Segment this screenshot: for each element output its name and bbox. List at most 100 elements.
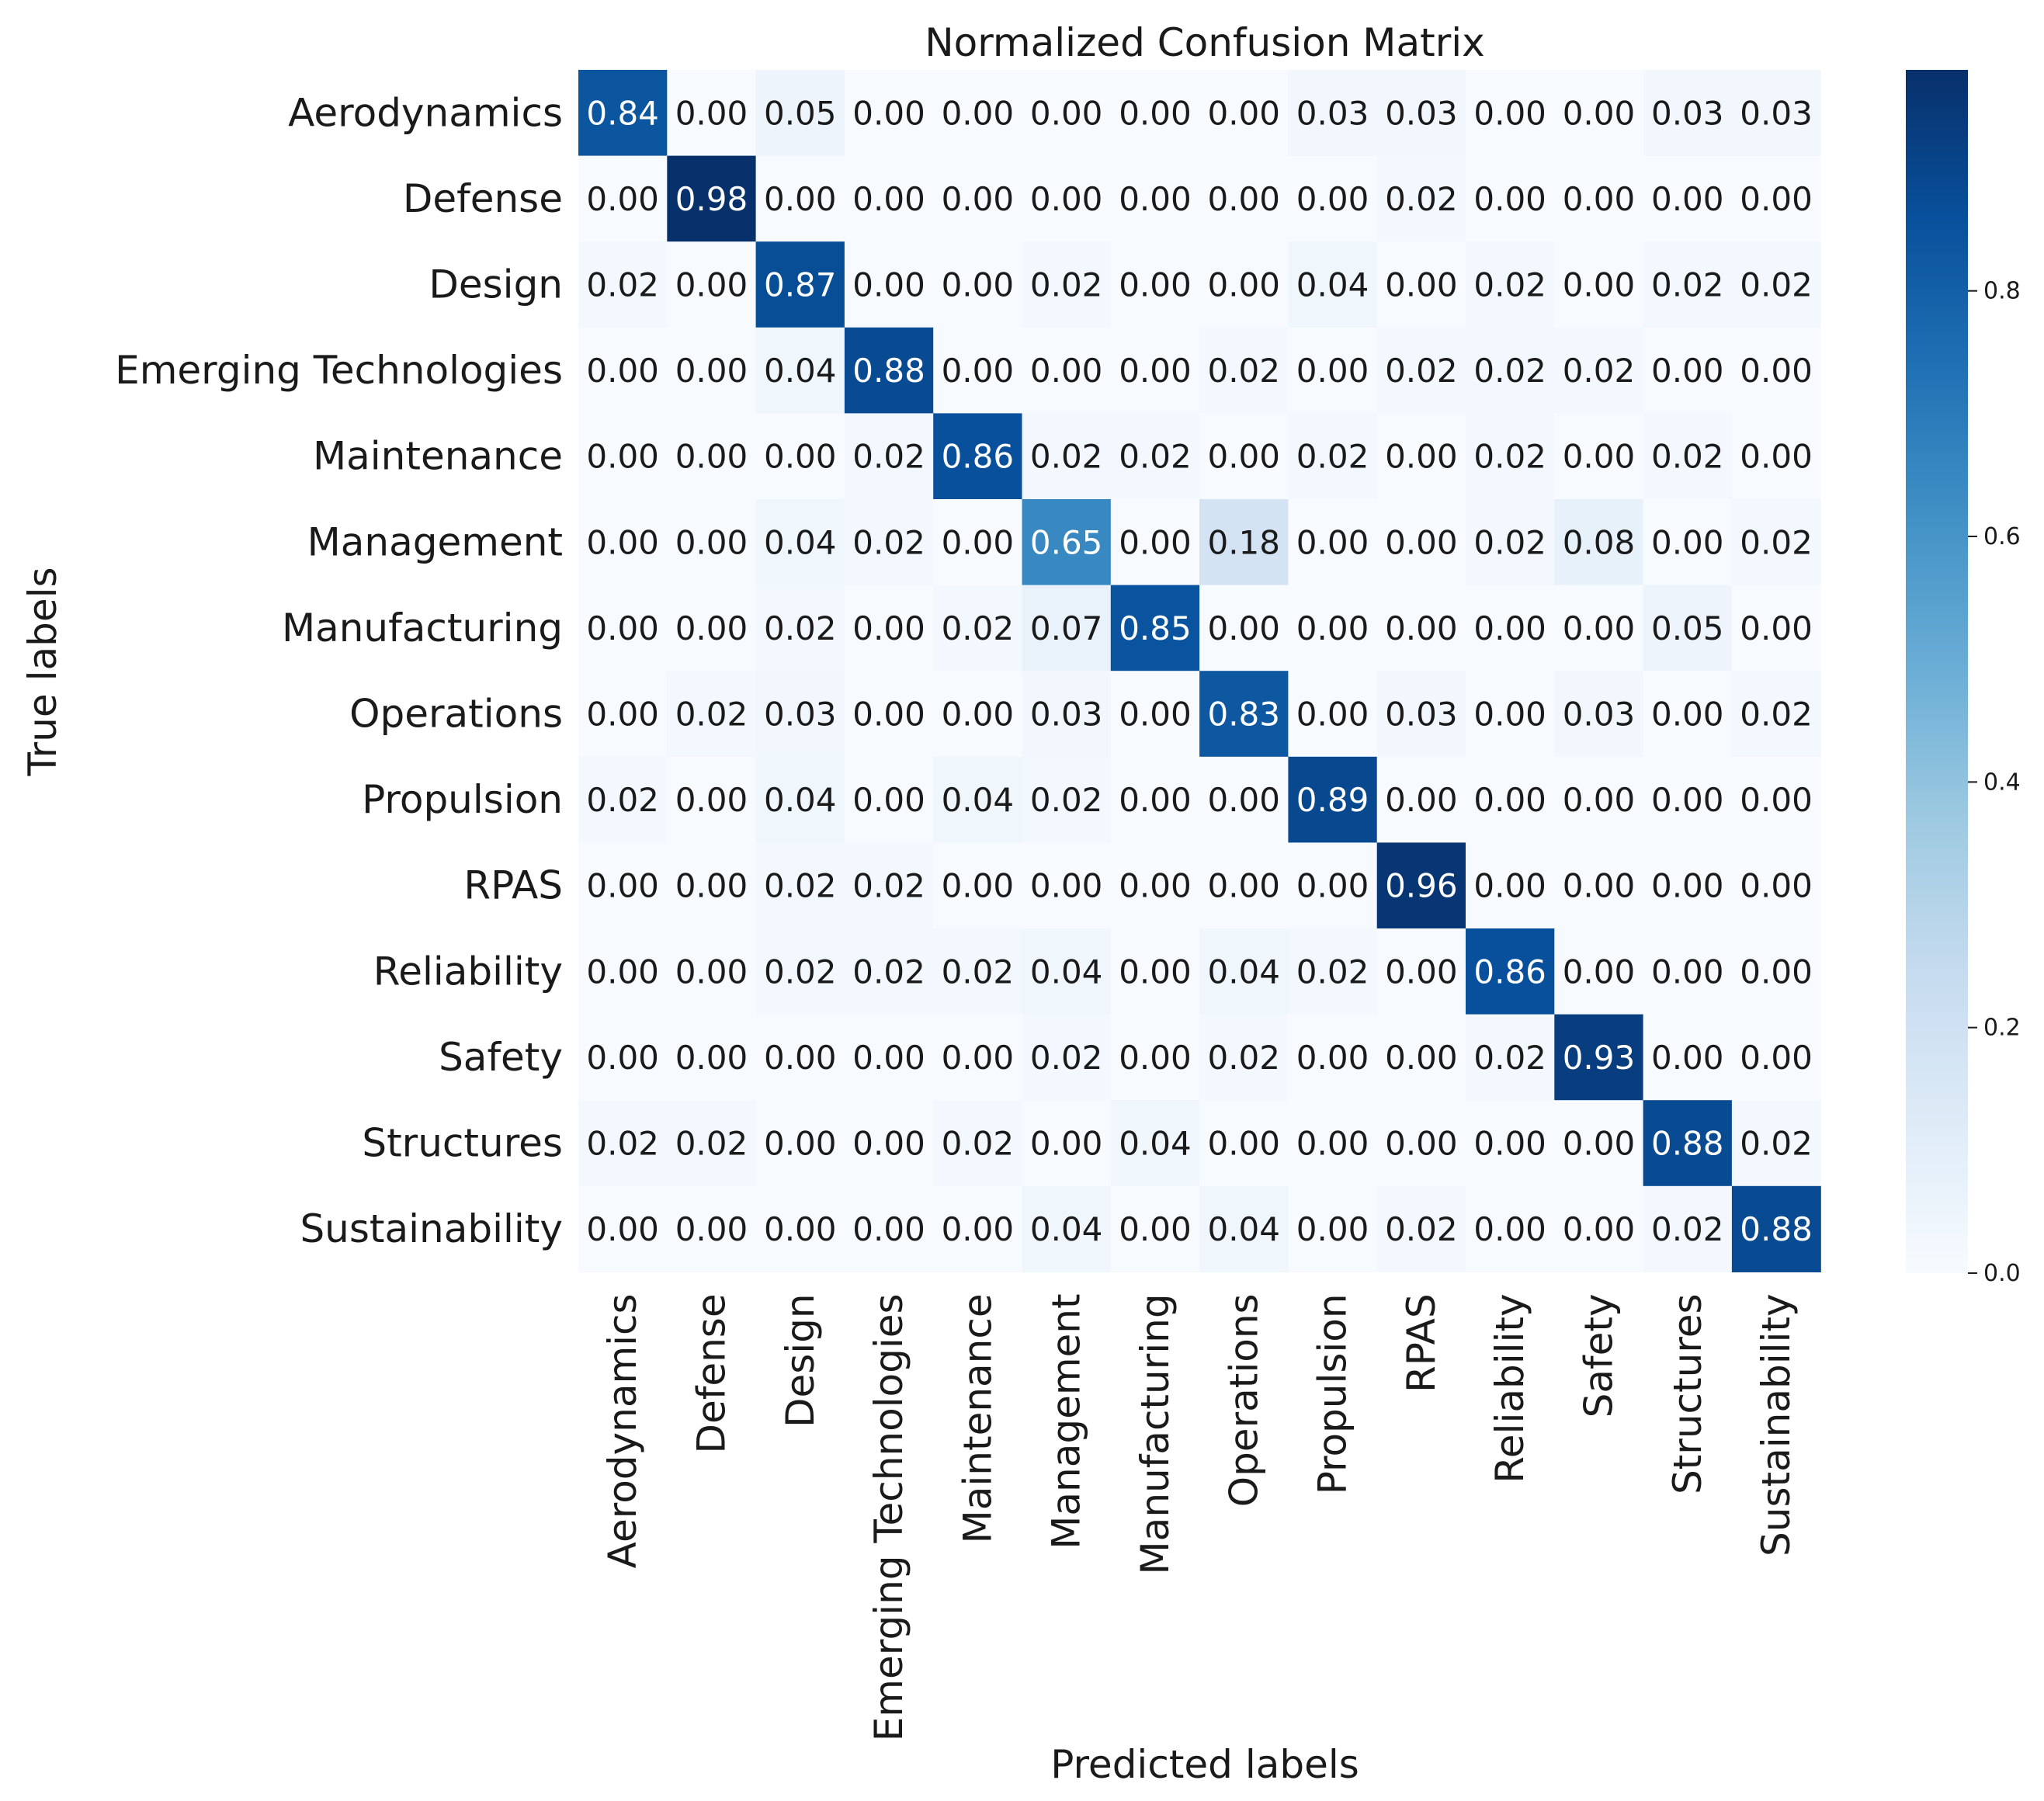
heatmap-cell — [1110, 671, 1200, 758]
heatmap-cell — [1288, 842, 1378, 929]
cell-value: 0.00 — [852, 696, 925, 734]
cell-value: 0.00 — [1119, 781, 1192, 819]
cell-value: 0.00 — [675, 609, 748, 647]
heatmap-cell — [667, 671, 757, 758]
cell-value: 0.00 — [586, 523, 659, 561]
heatmap-cell — [1288, 413, 1378, 500]
heatmap-cell — [755, 1185, 845, 1272]
cell-value: 0.00 — [1207, 438, 1280, 476]
heatmap-cell — [844, 585, 934, 671]
cell-value: 0.00 — [1296, 867, 1369, 905]
cell-value: 0.00 — [1119, 953, 1192, 991]
heatmap-cell — [1288, 671, 1378, 758]
heatmap-cell — [933, 756, 1023, 843]
heatmap-cell — [1643, 928, 1733, 1015]
cell-value: 0.07 — [1030, 609, 1103, 647]
cell-value: 0.85 — [1119, 609, 1192, 647]
x-tick-label: Sustainability — [1754, 1293, 1799, 1556]
heatmap-cell — [578, 1014, 668, 1101]
heatmap-cell — [1288, 1185, 1378, 1272]
heatmap-cell-values: 0.84 0.00 0.05 0.00 0.00 0.00 0.00 0.00 0.03 0.03… — [586, 94, 1812, 1248]
heatmap-cells — [578, 70, 1821, 1272]
cell-value: 0.00 — [1651, 180, 1724, 218]
heatmap-cell — [933, 241, 1023, 328]
colorbar-tick-label: 0.2 — [1983, 1015, 2021, 1042]
cell-value: 0.00 — [586, 180, 659, 218]
cell-value: 0.00 — [675, 523, 748, 561]
heatmap-cell — [1376, 155, 1466, 242]
x-tick-label: RPAS — [1399, 1293, 1444, 1393]
heatmap-cell — [1731, 585, 1821, 671]
heatmap-cell — [1288, 928, 1378, 1015]
cell-value: 0.02 — [1473, 1039, 1546, 1077]
cell-value: 0.83 — [1207, 696, 1280, 734]
heatmap-cell — [1022, 155, 1112, 242]
heatmap-cell — [1731, 70, 1821, 157]
heatmap-cell — [1022, 1014, 1112, 1101]
cell-value: 0.00 — [1385, 781, 1458, 819]
cell-value: 0.00 — [1563, 438, 1636, 476]
cell-value: 0.00 — [1740, 352, 1813, 390]
cell-value: 0.00 — [586, 867, 659, 905]
heatmap-cell — [1731, 756, 1821, 843]
cell-value: 0.00 — [942, 1210, 1015, 1248]
heatmap-cell — [755, 756, 845, 843]
cell-value: 0.00 — [1385, 438, 1458, 476]
heatmap-cell — [667, 155, 757, 242]
heatmap-cell — [1022, 1100, 1112, 1187]
cell-value: 0.65 — [1030, 523, 1103, 561]
heatmap-cell — [578, 155, 668, 242]
heatmap-cell — [1110, 155, 1200, 242]
cell-value: 0.00 — [1296, 1210, 1369, 1248]
y-tick-label: Maintenance — [313, 434, 563, 479]
heatmap-cell — [1554, 499, 1644, 586]
cell-value: 0.02 — [1296, 438, 1369, 476]
heatmap-cell — [1731, 327, 1821, 414]
cell-value: 0.00 — [1740, 609, 1813, 647]
heatmap-cell — [1466, 155, 1555, 242]
cell-value: 0.00 — [852, 94, 925, 132]
cell-value: 0.00 — [1119, 523, 1192, 561]
cell-value: 0.00 — [1296, 1125, 1369, 1163]
cell-value: 0.86 — [1473, 953, 1546, 991]
heatmap-cell — [1466, 671, 1555, 758]
cell-value: 0.00 — [675, 94, 748, 132]
heatmap-cell — [1554, 585, 1644, 671]
heatmap-cell — [1022, 1185, 1112, 1272]
heatmap-cell — [1376, 241, 1466, 328]
heatmap-cell — [1643, 413, 1733, 500]
cell-value: 0.00 — [1296, 1039, 1369, 1077]
heatmap-cell — [1288, 327, 1378, 414]
heatmap-cell — [1554, 155, 1644, 242]
cell-value: 0.00 — [1563, 953, 1636, 991]
cell-value: 0.00 — [1651, 781, 1724, 819]
cell-value: 0.02 — [586, 1125, 659, 1163]
heatmap-cell — [844, 70, 934, 157]
heatmap-cell — [1731, 413, 1821, 500]
cell-value: 0.00 — [1473, 609, 1546, 647]
cell-value: 0.00 — [1473, 867, 1546, 905]
heatmap-cell — [933, 585, 1023, 671]
y-axis-title: True labels — [20, 567, 65, 776]
heatmap-cell — [1288, 1014, 1378, 1101]
heatmap-cell — [1022, 842, 1112, 929]
cell-value: 0.00 — [1473, 781, 1546, 819]
heatmap-cell — [667, 842, 757, 929]
cell-value: 0.03 — [1563, 696, 1636, 734]
heatmap-cell — [1288, 756, 1378, 843]
cell-value: 0.02 — [1207, 1039, 1280, 1077]
cell-value: 0.00 — [1740, 438, 1813, 476]
heatmap-cell — [667, 327, 757, 414]
cell-value: 0.00 — [1119, 1039, 1192, 1077]
heatmap-cell — [1731, 241, 1821, 328]
cell-value: 0.00 — [1651, 523, 1724, 561]
heatmap-cell — [578, 241, 668, 328]
heatmap-cell — [1554, 1185, 1644, 1272]
x-tick-label: Manufacturing — [1133, 1293, 1178, 1574]
heatmap-cell — [1554, 928, 1644, 1015]
heatmap-cell — [1022, 756, 1112, 843]
cell-value: 0.86 — [942, 438, 1015, 476]
cell-value: 0.02 — [1030, 781, 1103, 819]
heatmap-cell — [1731, 1014, 1821, 1101]
cell-value: 0.04 — [1030, 1210, 1103, 1248]
